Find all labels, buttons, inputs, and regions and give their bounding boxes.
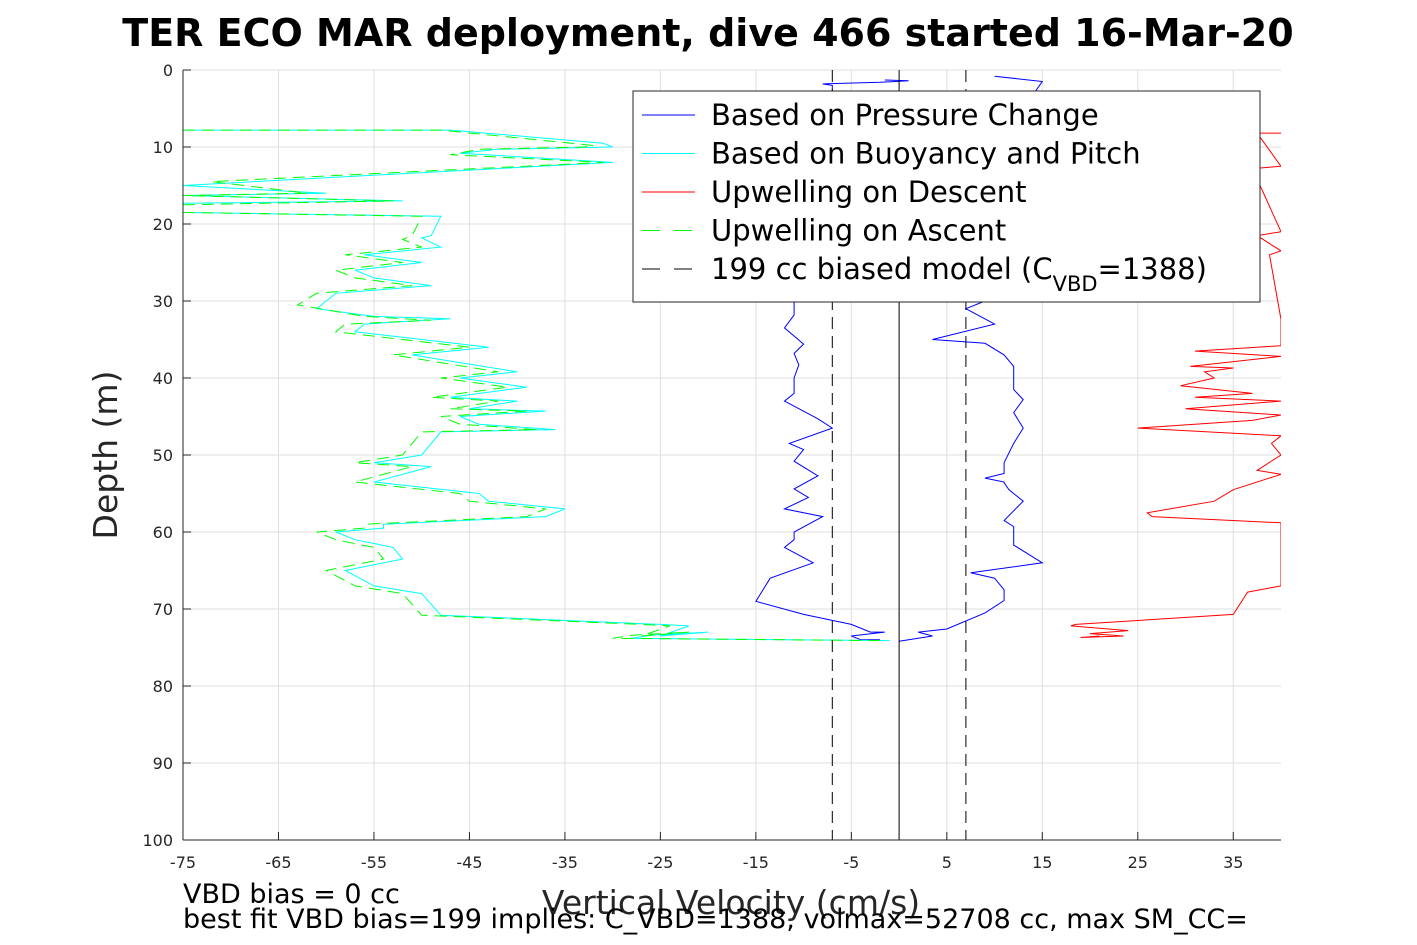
x-tick-label: -15 xyxy=(743,853,769,872)
x-tick-label: -5 xyxy=(843,853,859,872)
series-line-4 xyxy=(1070,132,1281,638)
x-tick-label: -75 xyxy=(170,853,196,872)
legend-box xyxy=(632,90,1261,303)
x-tick-label: -35 xyxy=(552,853,578,872)
axes: -75 -65 -55 -45 -35 -25 -15 -5 5 15 25 350102030405… xyxy=(142,61,1281,872)
x-tick-label: -25 xyxy=(647,853,673,872)
y-tick-label: 30 xyxy=(153,292,173,311)
footnote-best-fit: best fit VBD bias=199 implies: C_VBD=138… xyxy=(183,904,1248,935)
legend-label-2: Upwelling on Descent xyxy=(711,175,1027,209)
y-tick-label: 20 xyxy=(153,215,173,234)
y-tick-label: 50 xyxy=(153,446,173,465)
x-tick-label: -55 xyxy=(361,853,387,872)
x-tick-label: -45 xyxy=(456,853,482,872)
y-tick-label: 90 xyxy=(153,754,173,773)
legend-label-0: Based on Pressure Change xyxy=(711,98,1099,132)
y-tick-label: 80 xyxy=(153,677,173,696)
legend: Based on Pressure Change Based on Buoyanc… xyxy=(632,90,1261,303)
y-tick-label: 100 xyxy=(142,831,173,850)
legend-label-3: Upwelling on Ascent xyxy=(711,214,1006,248)
y-tick-label: 40 xyxy=(153,369,173,388)
legend-label-1: Based on Buoyancy and Pitch xyxy=(711,137,1141,171)
x-tick-label: 15 xyxy=(1032,853,1052,872)
footnote-vbd-bias: VBD bias = 0 cc xyxy=(183,879,400,910)
y-tick-label: 0 xyxy=(163,61,173,80)
series-line-3 xyxy=(183,129,881,642)
chart-title: TER ECO MAR deployment, dive 466 started… xyxy=(122,11,1293,55)
y-tick-label: 10 xyxy=(153,138,173,157)
x-tick-label: 5 xyxy=(942,853,952,872)
x-tick-label: -65 xyxy=(265,853,291,872)
y-axis-label: Depth (m) xyxy=(86,371,125,540)
series-line-2 xyxy=(183,129,890,642)
y-tick-label: 70 xyxy=(153,600,173,619)
x-tick-label: 25 xyxy=(1128,853,1148,872)
y-tick-label: 60 xyxy=(153,523,173,542)
x-axis-label: Vertical Velocity (cm/s) xyxy=(542,883,920,922)
x-tick-label: 35 xyxy=(1223,853,1243,872)
